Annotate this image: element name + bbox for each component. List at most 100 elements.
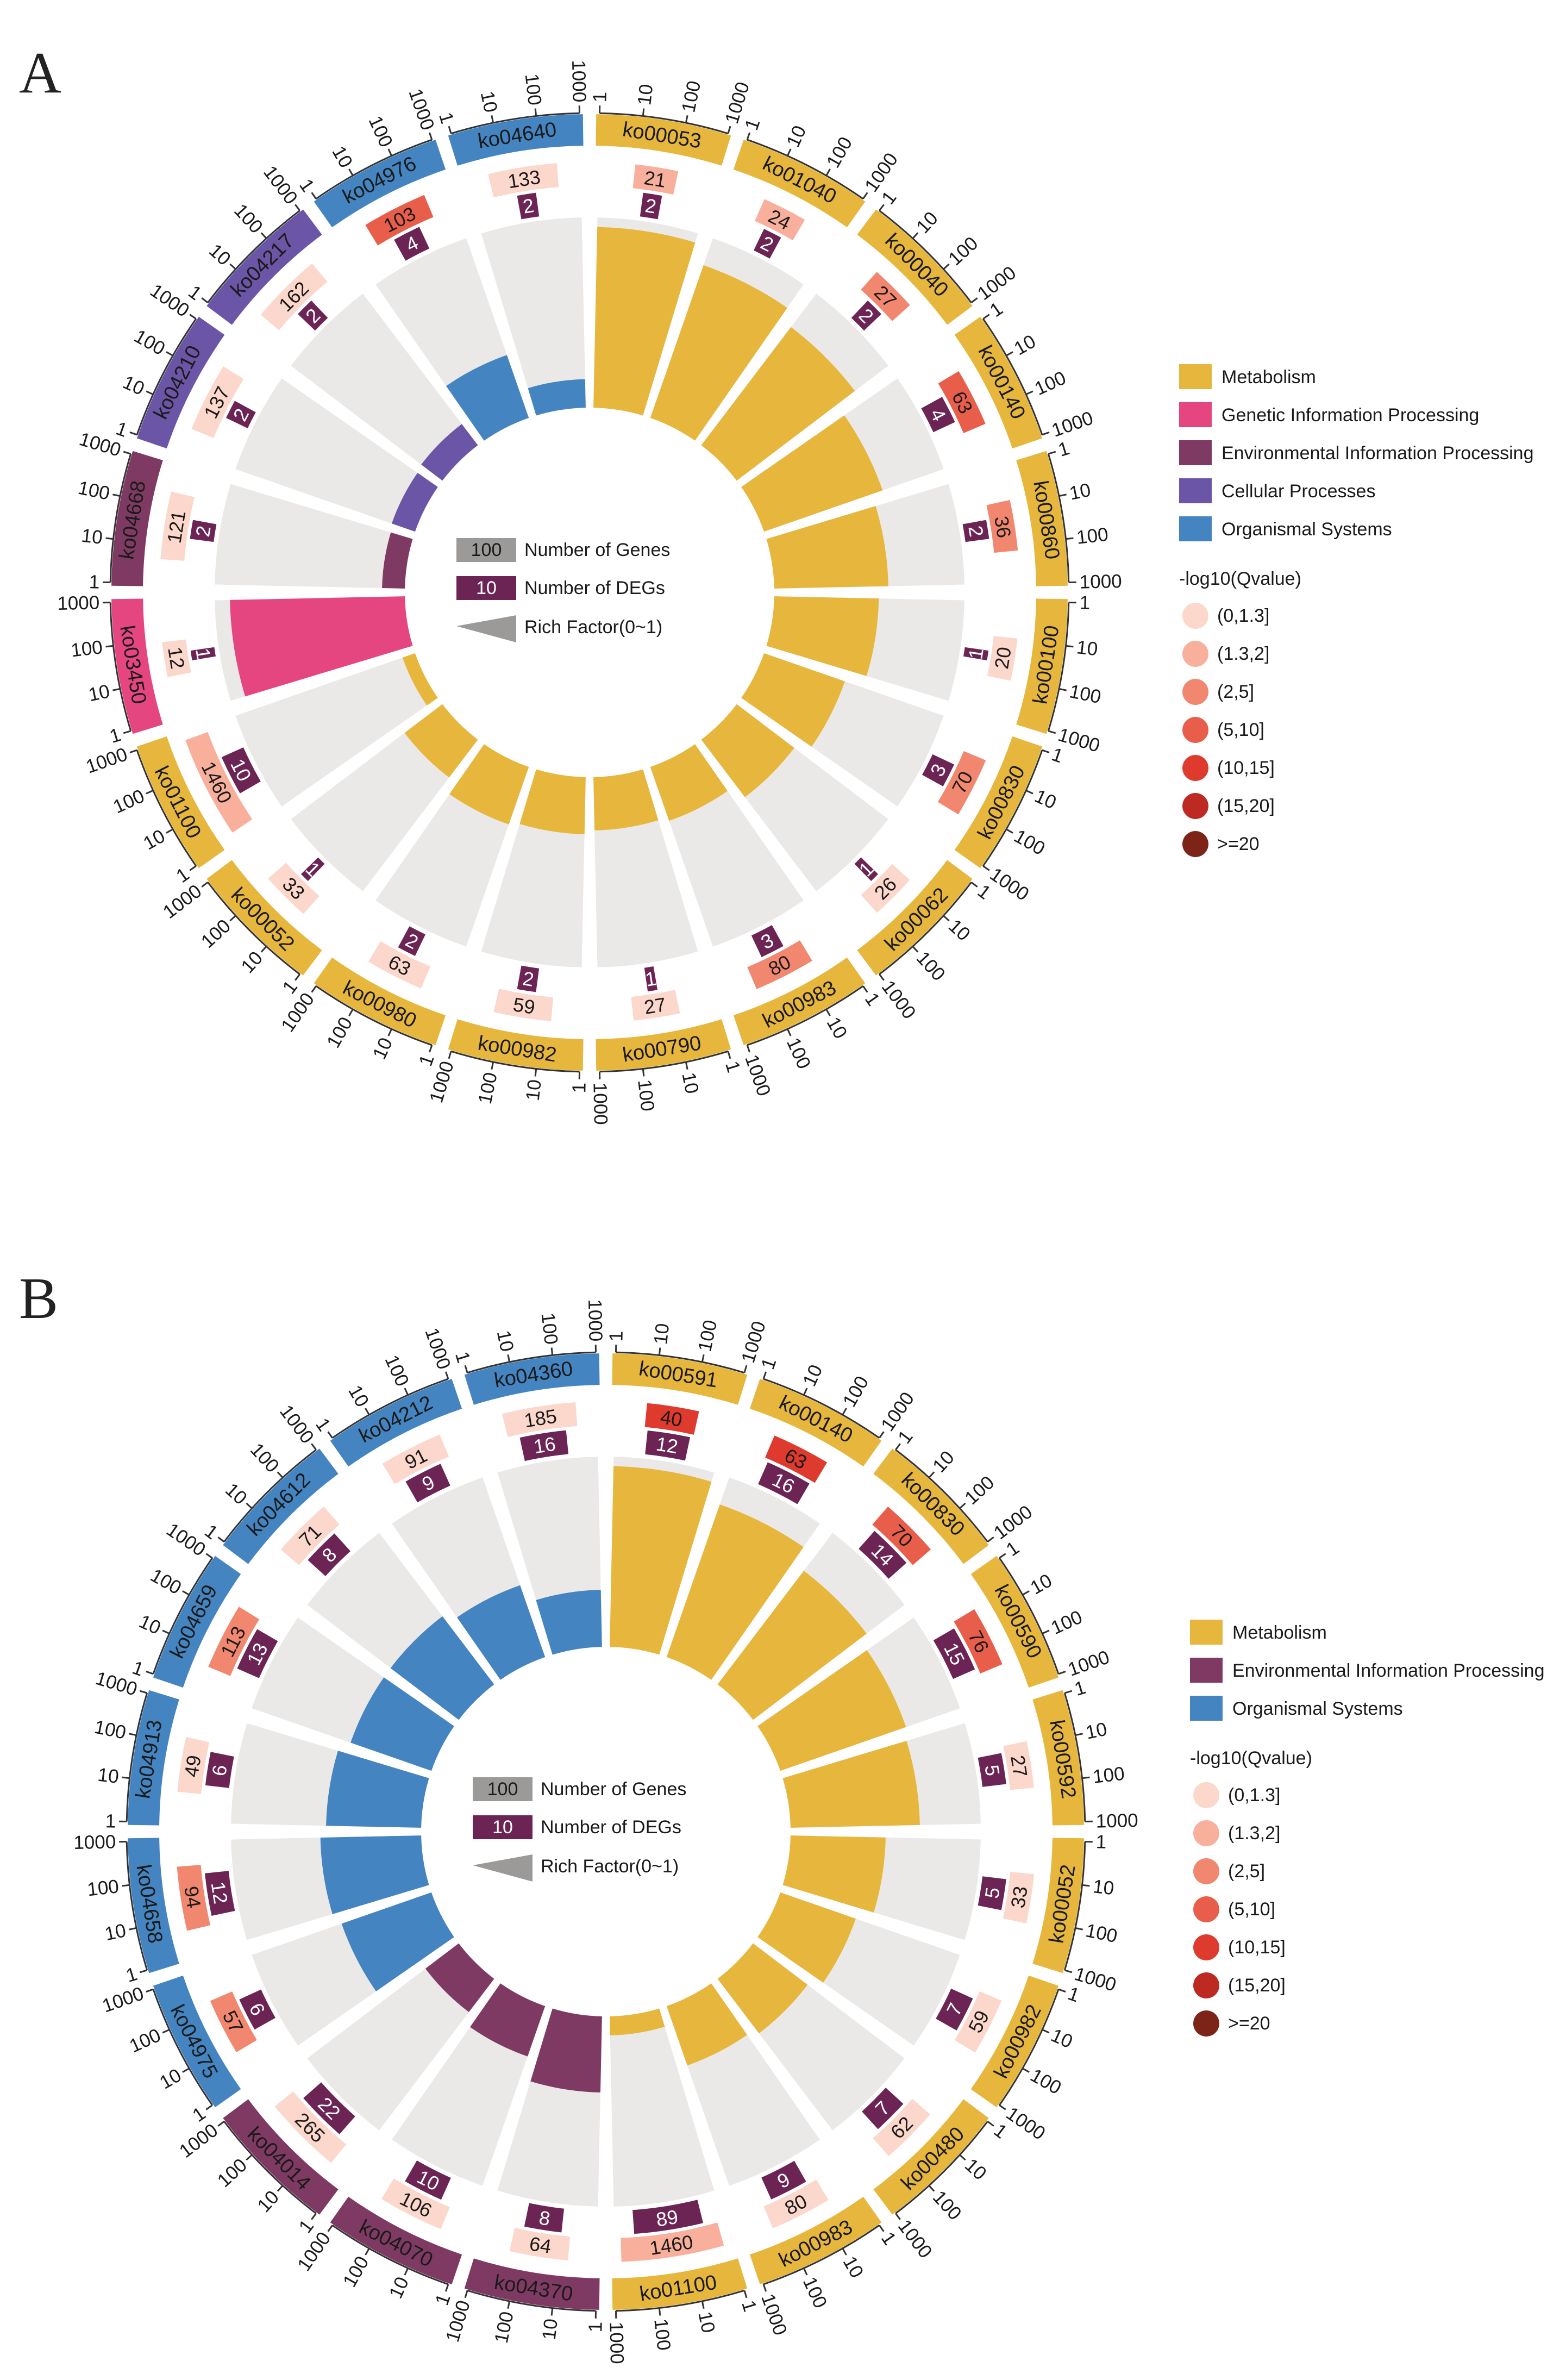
gene-count-band — [382, 1434, 449, 1484]
rich-factor-bar — [701, 704, 794, 797]
ring-tick-mark — [658, 1347, 661, 1355]
ring-tick-mark — [112, 688, 121, 691]
ring-tick-mark — [1075, 1927, 1083, 1931]
ring-tick-label: 1 — [89, 571, 99, 592]
ring-tick-label: 10 — [1031, 785, 1060, 814]
ring-tick-label: 100 — [214, 2154, 251, 2191]
legend-qvalue-swatch — [1182, 755, 1208, 781]
legend-qvalue-swatch — [1182, 641, 1208, 667]
rich-factor-bar — [766, 506, 888, 589]
deg-count-band — [190, 647, 216, 661]
ring-tick-label: 100 — [323, 1014, 357, 1052]
deg-count-band — [758, 1462, 810, 1504]
ring-tick-label: 10 — [522, 1078, 546, 1102]
ring-tick-label: 10 — [136, 1611, 164, 1639]
center-legend-genes-swatch — [456, 538, 516, 562]
ring-axis-line — [467, 2289, 596, 2312]
category-segment — [970, 1975, 1059, 2108]
ring-tick-label: 1 — [585, 2321, 606, 2332]
rich-factor-background — [215, 484, 413, 589]
ring-tick-mark — [387, 1028, 393, 1036]
ring-tick-mark — [365, 2248, 370, 2256]
gene-count-band — [488, 163, 559, 198]
gene-count-label: 40 — [659, 1405, 684, 1431]
rich-factor-bar — [230, 596, 413, 697]
ring-tick-label: 1 — [1079, 592, 1090, 613]
ring-tick-mark — [348, 1009, 354, 1016]
ring-tick-label: 100 — [694, 1318, 721, 1353]
ring-tick-label: 1 — [431, 2291, 455, 2308]
category-segment — [464, 1353, 600, 1405]
category-segment — [128, 1838, 179, 1973]
ring-tick-label: 1000 — [1095, 1810, 1138, 1832]
ring-tick-mark — [825, 1009, 831, 1016]
legend-category-label: Organismal Systems — [1222, 519, 1392, 540]
ring-tick-mark — [365, 1408, 370, 1415]
ring-tick-label: 1000 — [83, 744, 130, 777]
category-segment — [448, 1019, 584, 1071]
gene-count-band — [381, 2178, 450, 2229]
ring-tick-label: 1000 — [259, 162, 302, 209]
legend-qvalue-swatch — [1193, 1858, 1219, 1884]
ring-tick-mark — [277, 2185, 284, 2192]
deg-count-band — [978, 1753, 1006, 1787]
gene-count-band — [861, 864, 910, 913]
gene-count-band — [160, 491, 195, 561]
ring-tick-mark — [762, 1371, 767, 1379]
legend-b: Metabolism Environmental Information Proc… — [1190, 1620, 1545, 2037]
ring-axis-line — [999, 1989, 1060, 2106]
legend-category-label: Metabolism — [1232, 1622, 1327, 1643]
ring-tick-label: 100 — [799, 2273, 831, 2311]
category-segment — [749, 2196, 882, 2285]
ring-tick-mark — [122, 1884, 130, 1887]
deg-count-band — [239, 1989, 275, 2030]
center-legend-degs-label: Number of DEGs — [524, 578, 665, 598]
ring-tick-label: 10 — [1075, 636, 1099, 660]
ring-tick-mark — [943, 915, 950, 922]
center-legend-genes-label: Number of Genes — [541, 1779, 686, 1800]
ring-tick-mark — [842, 1408, 847, 1415]
ring-tick-label: 1 — [129, 1657, 146, 1681]
ring-tick-label: 1000 — [277, 989, 318, 1036]
ring-axis-line — [315, 139, 433, 199]
rich-factor-bar — [741, 415, 883, 532]
ring-tick-mark — [201, 882, 209, 888]
ring-tick-label: 10 — [634, 83, 657, 107]
category-segment — [223, 2099, 339, 2215]
gene-count-label: 27 — [642, 993, 667, 1019]
legend-qvalue-swatch — [1193, 1934, 1219, 1960]
ring-axis-line — [616, 1351, 745, 1374]
ring-tick-label: 10 — [538, 2317, 562, 2341]
ring-tick-label: 1000 — [741, 1052, 774, 1098]
center-legend-genes-label: Number of Genes — [524, 540, 670, 560]
gene-count-label: 20 — [990, 645, 1016, 670]
ring-tick-label: 10 — [799, 1361, 827, 1390]
ring-tick-mark — [1006, 351, 1013, 357]
ring-tick-label: 100 — [126, 2025, 164, 2057]
ring-tick-label: 100 — [650, 2317, 674, 2351]
category-segment — [206, 209, 322, 325]
deg-count-band — [204, 1871, 235, 1916]
deg-count-band — [519, 1430, 569, 1461]
ring-tick-mark — [295, 204, 300, 211]
legend-category-label: Environmental Information Processing — [1222, 443, 1534, 464]
ring-tick-mark — [166, 828, 173, 834]
ring-tick-mark — [146, 1670, 154, 1675]
ring-tick-mark — [123, 451, 131, 455]
ring-tick-mark — [205, 1553, 213, 1559]
rich-factor-bar — [421, 424, 478, 481]
ring-tick-mark — [1042, 2028, 1050, 2034]
ring-tick-mark — [987, 1536, 994, 1542]
ring-tick-label: 1 — [1003, 1537, 1023, 1560]
legend-qvalue-swatch — [1193, 1820, 1219, 1846]
deg-count-band — [517, 192, 540, 220]
ring-tick-mark — [928, 2185, 935, 2192]
rich-factor-bar — [757, 1892, 856, 1983]
ring-tick-label: 1000 — [894, 2216, 936, 2263]
legend-category-label: Cellular Processes — [1222, 481, 1375, 502]
category-segment — [1032, 1838, 1084, 1973]
ring-tick-label: 100 — [1011, 826, 1049, 860]
legend-category-label: Metabolism — [1222, 367, 1316, 388]
rich-factor-bar — [666, 1504, 804, 1680]
ring-tick-mark — [128, 1733, 137, 1736]
